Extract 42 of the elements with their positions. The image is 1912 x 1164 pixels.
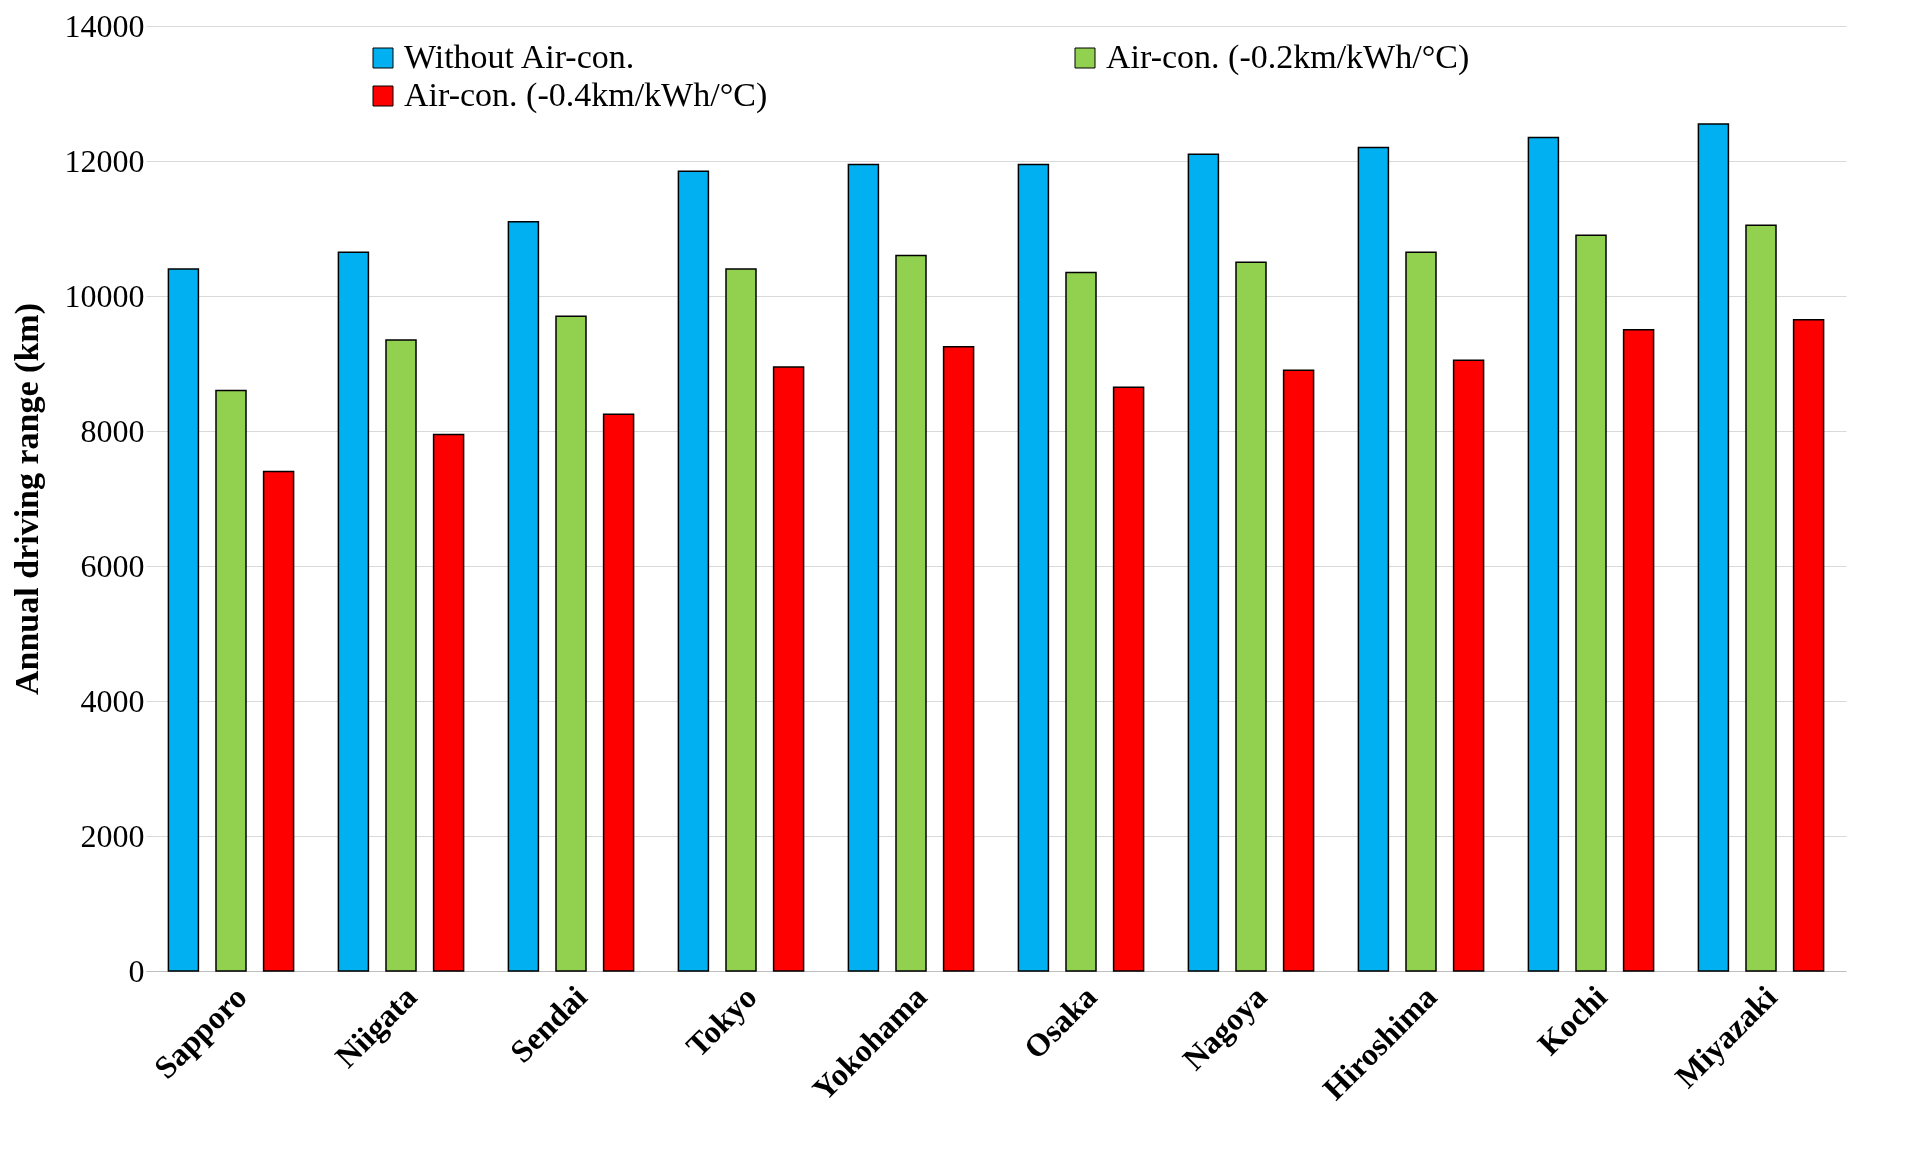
legend-label: Air-con. (-0.4km/kWh/°C) — [404, 76, 768, 114]
bar — [507, 221, 540, 972]
bar — [895, 254, 927, 972]
bar — [1017, 163, 1050, 972]
y-tick-label: 10000 — [64, 277, 145, 314]
bar — [942, 345, 975, 972]
bar — [1792, 318, 1825, 972]
bar — [847, 163, 880, 972]
bar — [1065, 271, 1097, 972]
y-tick-label: 2000 — [80, 817, 145, 854]
bar — [262, 470, 295, 972]
bar — [725, 268, 757, 972]
y-tick-label: 14000 — [64, 7, 145, 44]
bar — [677, 170, 710, 972]
legend-label: Without Air-con. — [404, 38, 635, 75]
y-tick-label: 4000 — [80, 682, 145, 719]
bar — [1187, 153, 1220, 972]
legend-label: Air-con. (-0.2km/kWh/°C) — [1106, 38, 1470, 76]
bar — [602, 413, 635, 972]
y-tick-label: 8000 — [80, 412, 145, 449]
bar — [1745, 224, 1777, 972]
bar — [1452, 359, 1485, 972]
bar — [167, 268, 200, 972]
bar — [1357, 146, 1390, 972]
bar — [385, 339, 417, 972]
y-tick-label: 6000 — [80, 547, 145, 584]
bar — [1622, 329, 1655, 972]
y-tick-label: 0 — [128, 952, 145, 989]
y-axis-title: Annual driving range (km) — [7, 303, 46, 695]
bar — [1112, 386, 1145, 972]
bar — [555, 315, 587, 972]
y-tick-label: 12000 — [64, 142, 145, 179]
bar — [1235, 261, 1267, 972]
bar — [432, 433, 465, 972]
bar — [1282, 369, 1315, 972]
bar — [1405, 251, 1437, 972]
bar — [337, 251, 370, 972]
bar — [1527, 136, 1560, 972]
bar — [1575, 234, 1607, 972]
bar — [215, 389, 247, 972]
bar — [1697, 123, 1730, 972]
bar — [772, 366, 805, 972]
